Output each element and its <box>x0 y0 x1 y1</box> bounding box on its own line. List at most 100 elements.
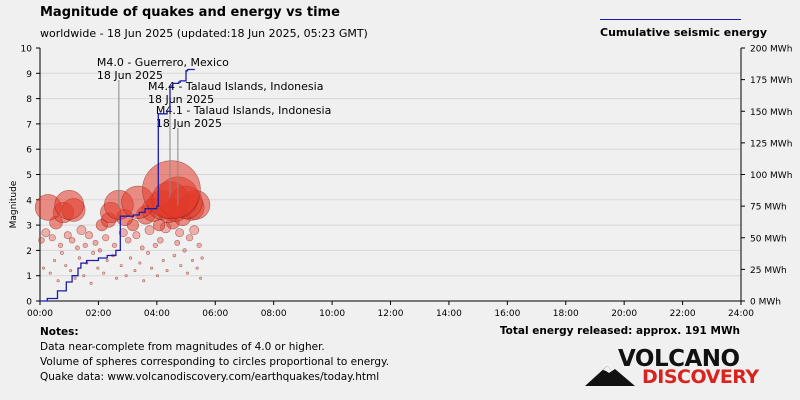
grid-layer <box>40 72 741 277</box>
quake-bubble <box>146 250 151 255</box>
quake-bubble <box>69 269 73 273</box>
x-tick-label: 10:00 <box>319 309 345 319</box>
legend-line-swatch <box>600 19 741 20</box>
annotation-date: 18 Jun 2025 <box>156 117 222 130</box>
quake-bubble <box>91 250 96 255</box>
annotation-label: M4.0 - Guerrero, Mexico <box>97 56 229 69</box>
quake-bubble <box>182 248 187 253</box>
quake-bubble <box>179 264 183 268</box>
quake-bubble <box>132 231 141 240</box>
y2-tick-label: 200 MWh <box>750 45 792 55</box>
quake-bubble <box>185 234 194 242</box>
quake-bubble <box>75 245 80 251</box>
y2-tick-label: 175 MWh <box>750 76 792 86</box>
y2-tick-label: 100 MWh <box>750 171 792 181</box>
notes-line-source: Quake data: www.volcanodiscovery.com/ear… <box>40 371 380 383</box>
y2-tick-label: 25 MWh <box>750 266 787 276</box>
quake-bubble <box>157 237 164 244</box>
quake-bubble <box>41 228 51 238</box>
y2-tick-label: 125 MWh <box>750 139 792 149</box>
y2-tick-label: 0 MWh <box>750 298 781 308</box>
y-tick-label: 0 <box>26 298 32 308</box>
notes-line-volume: Volume of spheres corresponding to circl… <box>40 356 390 368</box>
quake-bubble <box>155 274 159 278</box>
annotation-date: 18 Jun 2025 <box>97 69 163 82</box>
y-tick-label: 6 <box>26 146 32 156</box>
notes-line-completeness: Data near-complete from magnitudes of 4.… <box>40 341 325 353</box>
x-tick-label: 06:00 <box>202 309 228 319</box>
x-tick-label: 14:00 <box>436 309 462 319</box>
x-tick-label: 20:00 <box>611 309 637 319</box>
annotation-date: 18 Jun 2025 <box>148 93 214 106</box>
y2-tick-label: 75 MWh <box>750 203 787 213</box>
quake-bubble <box>102 234 110 242</box>
quake-bubble <box>125 237 132 244</box>
quake-bubble <box>190 259 194 263</box>
quake-bubble <box>142 279 146 283</box>
x-tick-label: 24:00 <box>728 309 754 319</box>
quake-bubble <box>139 245 145 251</box>
quake-bubble <box>68 237 76 244</box>
quake-bubble <box>189 225 200 236</box>
quake-bubble <box>57 242 64 248</box>
quake-bubble <box>54 190 85 220</box>
x-tick-label: 04:00 <box>144 309 170 319</box>
quake-bubble <box>63 231 72 240</box>
quake-bubble <box>195 266 199 270</box>
quake-bubble <box>56 279 60 283</box>
quake-bubble <box>175 228 185 238</box>
quake-bubble <box>77 256 82 260</box>
x-tick-label: 22:00 <box>670 309 696 319</box>
quake-bubble <box>96 266 100 270</box>
logo-word-volcano: VOLCANO <box>618 346 740 372</box>
y2-tick-label: 150 MWh <box>750 108 792 118</box>
quake-bubble <box>53 259 57 263</box>
y-tick-label: 5 <box>26 171 32 181</box>
quake-bubble <box>199 276 203 280</box>
quake-bubble <box>82 242 88 248</box>
y-tick-label: 8 <box>26 95 32 105</box>
quake-bubble <box>48 234 56 242</box>
quake-bubble <box>76 225 87 236</box>
annotation-label: M4.4 - Talaud Islands, Indonesia <box>148 80 323 93</box>
y-tick-label: 1 <box>26 272 32 282</box>
quake-bubble <box>196 242 202 248</box>
y-axis-title: Magnitude <box>9 180 19 228</box>
quake-bubble <box>97 248 103 253</box>
quake-bubble <box>92 239 99 246</box>
quake-bubble <box>85 231 94 240</box>
x-tick-label: 02:00 <box>85 309 111 319</box>
bubble-layer <box>34 160 211 285</box>
total-energy-text: Total energy released: approx. 191 MWh <box>499 325 740 337</box>
y-tick-label: 3 <box>26 222 32 232</box>
quake-bubble <box>174 239 181 246</box>
chart-subtitle: worldwide - 18 Jun 2025 (updated:18 Jun … <box>40 27 368 40</box>
y2-tick-label: 50 MWh <box>750 234 787 244</box>
quake-bubble <box>73 276 77 280</box>
quake-bubble <box>172 253 177 258</box>
x-tick-label: 12:00 <box>378 309 404 319</box>
quake-bubble <box>64 264 68 268</box>
notes-block: Notes: Data near-complete from magnitude… <box>40 325 389 385</box>
quake-bubble <box>48 271 52 275</box>
volcano-mountain-icon <box>585 366 635 386</box>
y-tick-label: 10 <box>21 45 33 55</box>
y-tick-label: 9 <box>26 70 32 80</box>
x-tick-label: 00:00 <box>27 309 53 319</box>
quake-bubble <box>111 242 118 248</box>
quake-bubble <box>42 266 46 270</box>
quake-bubble <box>144 225 155 236</box>
quake-bubble <box>115 276 119 280</box>
energy-line <box>40 68 195 302</box>
volcanodiscovery-logo[interactable]: VOLCANO DISCOVERY <box>585 346 760 390</box>
quake-bubble <box>128 256 133 260</box>
quake-bubble <box>138 261 142 265</box>
energy-layer <box>40 68 195 302</box>
chart-title: Magnitude of quakes and energy vs time <box>40 5 340 20</box>
x-tick-label: 08:00 <box>261 309 287 319</box>
quake-bubble <box>82 274 86 278</box>
quake-bubble <box>105 259 109 263</box>
annotation-label: M4.1 - Talaud Islands, Indonesia <box>156 104 331 117</box>
